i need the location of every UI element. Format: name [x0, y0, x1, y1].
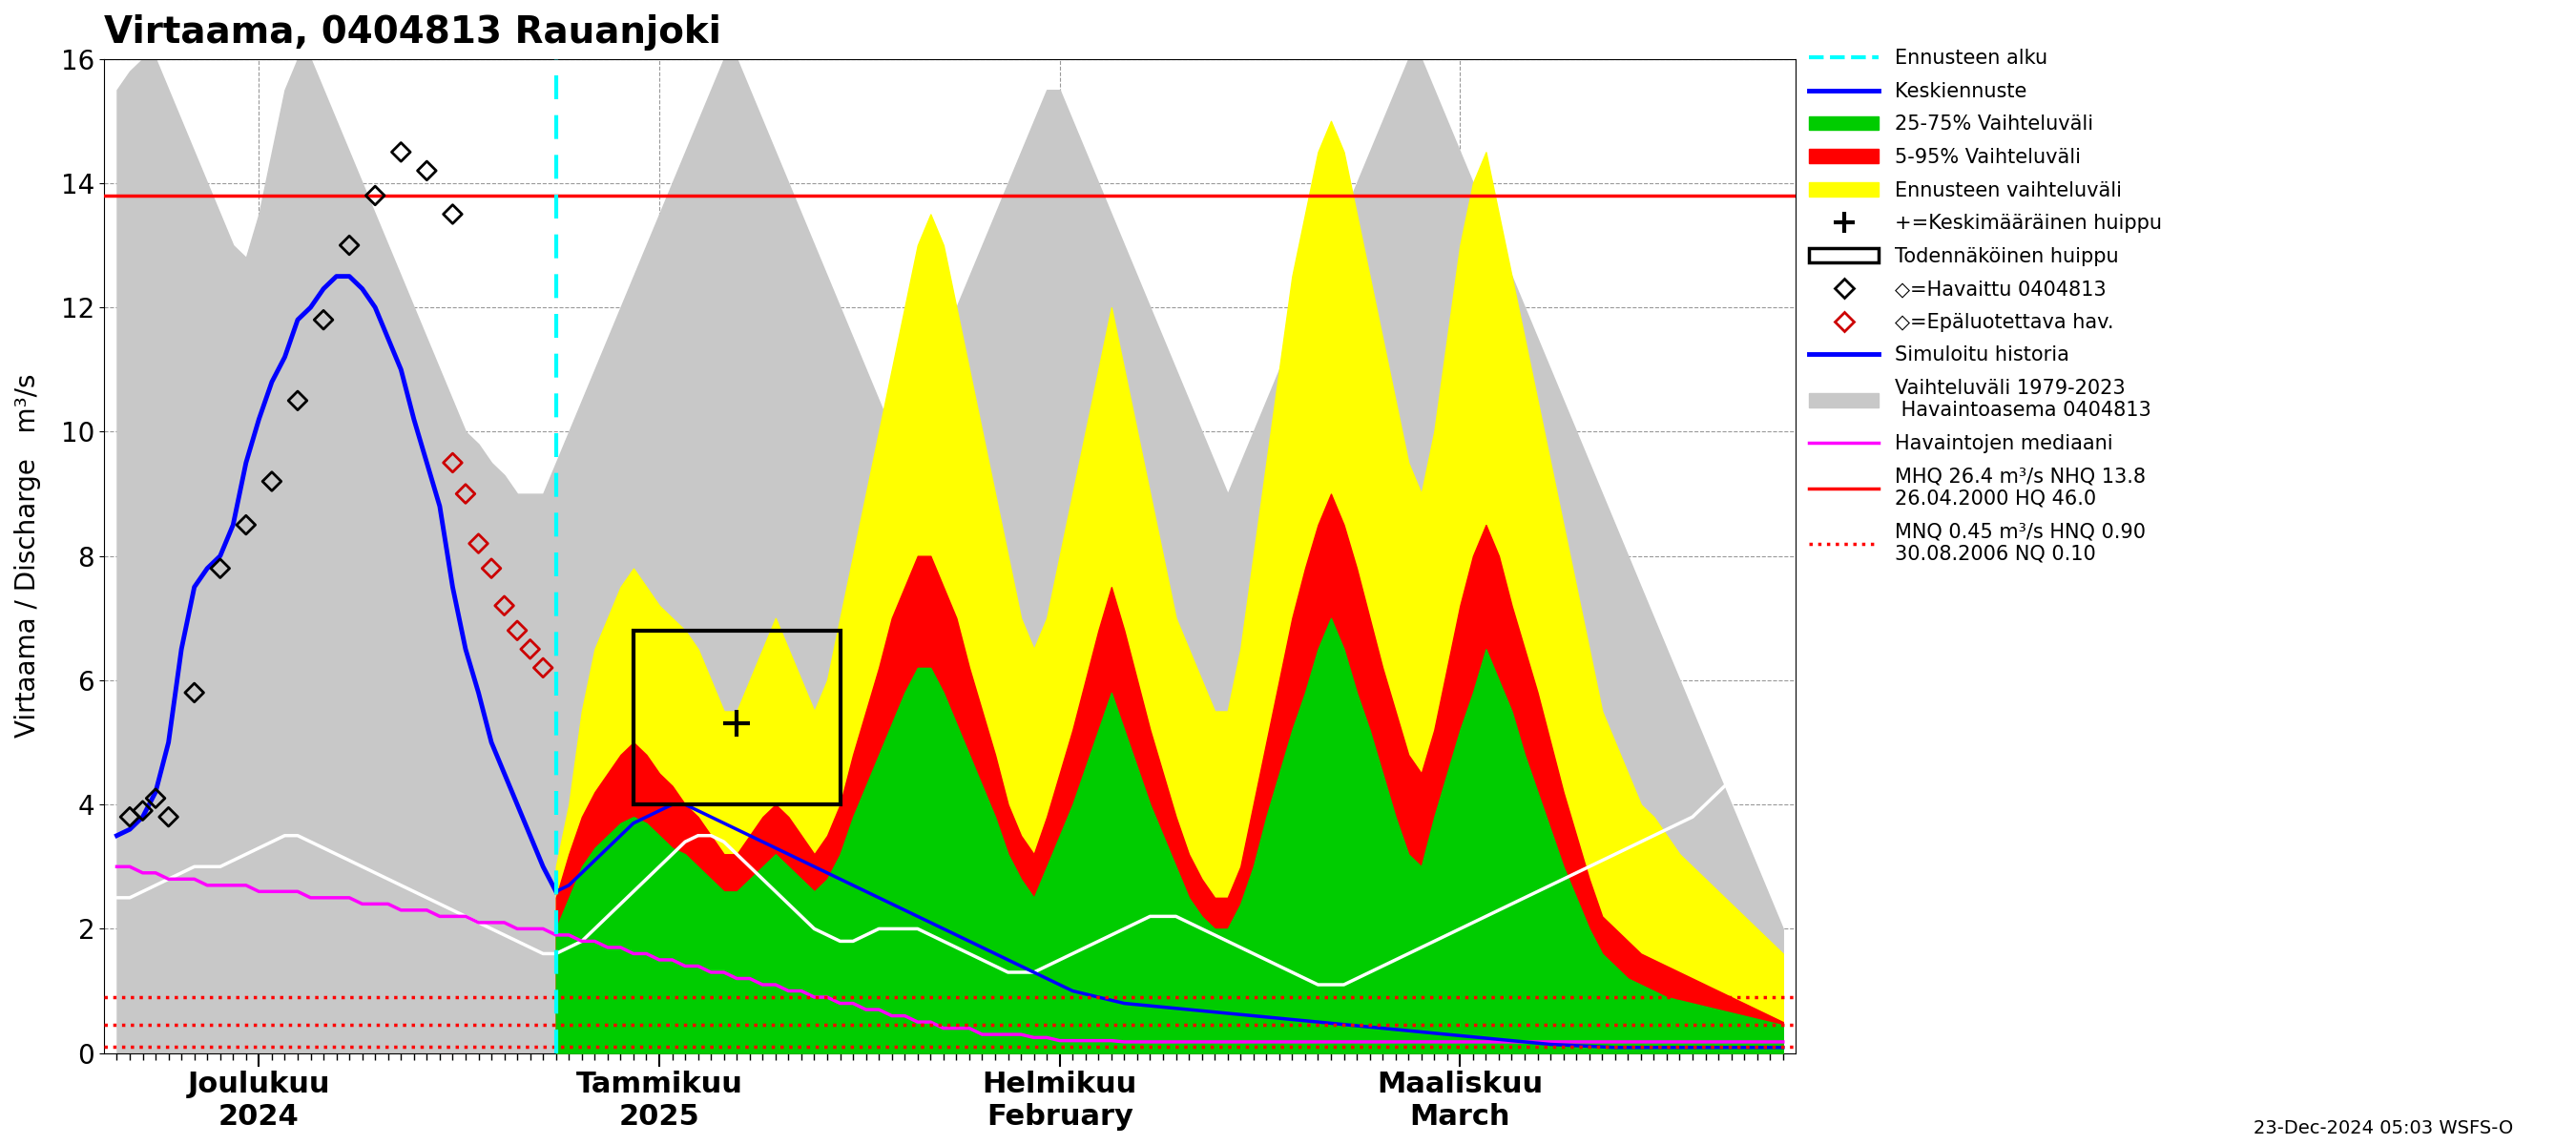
- Point: [510, 640, 551, 658]
- Point: [381, 143, 422, 161]
- Point: [224, 515, 265, 534]
- Y-axis label: Virtaama / Discharge   m³/s: Virtaama / Discharge m³/s: [15, 374, 41, 739]
- Point: [471, 559, 513, 577]
- Point: [173, 684, 214, 702]
- Point: [355, 187, 397, 205]
- Point: [304, 310, 345, 329]
- Legend: Ennusteen alku, Keskiennuste, 25-75% Vaihteluväli, 5-95% Vaihteluväli, Ennusteen: Ennusteen alku, Keskiennuste, 25-75% Vai…: [1808, 49, 2161, 563]
- Point: [121, 802, 162, 820]
- Point: [198, 559, 240, 577]
- Point: [484, 597, 526, 615]
- Point: [330, 236, 371, 254]
- Point: [278, 392, 319, 410]
- Point: [497, 622, 538, 640]
- Point: [252, 472, 294, 490]
- Point: [433, 205, 474, 223]
- Point: [134, 789, 175, 807]
- Point: [446, 484, 487, 503]
- Point: [147, 807, 188, 826]
- Bar: [634, 631, 840, 805]
- Point: [459, 535, 500, 553]
- Text: Virtaama, 0404813 Rauanjoki: Virtaama, 0404813 Rauanjoki: [103, 14, 721, 50]
- Point: [433, 453, 474, 472]
- Text: 23-Dec-2024 05:03 WSFS-O: 23-Dec-2024 05:03 WSFS-O: [2254, 1120, 2514, 1137]
- Point: [523, 658, 564, 677]
- Point: [407, 161, 448, 180]
- Point: [108, 807, 149, 826]
